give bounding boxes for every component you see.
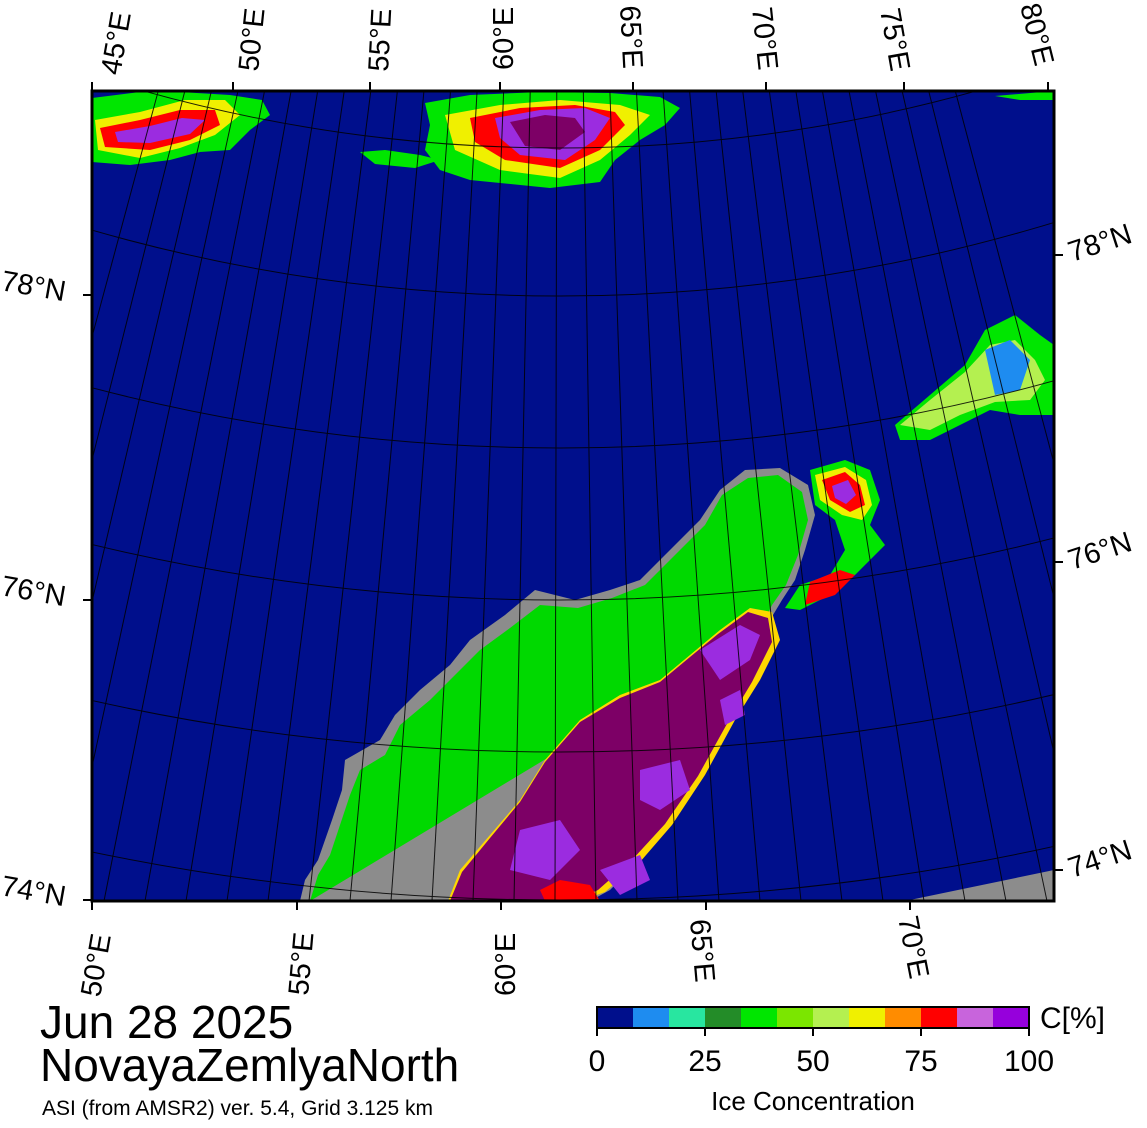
meridian-line xyxy=(513,91,531,901)
colorbar-cell xyxy=(813,1007,850,1028)
meridian-line xyxy=(267,91,372,901)
colorbar-tick-label: 75 xyxy=(904,1045,938,1078)
novaya-zemlya-island xyxy=(300,468,815,901)
meridian-line xyxy=(662,91,720,901)
meridian-line xyxy=(92,91,212,604)
meridian-line xyxy=(821,91,966,901)
meridian-line xyxy=(349,91,425,901)
colorbar xyxy=(596,1006,1030,1036)
colorbar-title: Ice Concentration xyxy=(711,1086,915,1116)
left-lat-label: 76°N xyxy=(0,570,68,613)
right-lat-label: 76°N xyxy=(1064,526,1136,576)
ice-patch-northeast xyxy=(995,91,1054,100)
colorbar-cell xyxy=(921,1007,958,1028)
colorbar-unit: C[%] xyxy=(1040,1002,1106,1035)
bottom-lon-label: 50°E xyxy=(75,931,117,999)
map-date: Jun 28 2025 xyxy=(40,996,294,1048)
colorbar-cell xyxy=(705,1007,742,1028)
ice-patch-north-central xyxy=(360,92,680,188)
colorbar-cell xyxy=(957,1007,994,1028)
frame-ticks xyxy=(83,82,1063,910)
meridian-line xyxy=(689,91,761,901)
mainland-mask xyxy=(905,870,1054,901)
meridian-line xyxy=(431,91,478,901)
parallel-line xyxy=(142,91,978,149)
meridian-line xyxy=(795,91,925,901)
map-frame xyxy=(90,89,1056,903)
top-lon-label: 70°E xyxy=(745,5,783,71)
colorbar-tick-label: 0 xyxy=(588,1045,606,1078)
colorbar-tick-label: 25 xyxy=(688,1045,722,1078)
meridian-line xyxy=(472,91,505,901)
top-lon-label: 60°E xyxy=(488,7,520,70)
map-region: NovayaZemlyaNorth xyxy=(40,1039,460,1091)
top-lon-label: 65°E xyxy=(613,5,648,70)
parallel-line xyxy=(92,693,1054,753)
colorbar-cell xyxy=(849,1007,886,1028)
meridian-line xyxy=(901,91,1054,756)
top-lon-label: 50°E xyxy=(233,7,271,73)
map-credit: ASI (from AMSR2) ver. 5.4, Grid 3.125 km xyxy=(42,1097,433,1120)
meridian-line xyxy=(768,91,884,901)
meridian-line xyxy=(848,91,1007,901)
right-lat-label: 74°N xyxy=(1064,834,1136,884)
colorbar-cell xyxy=(777,1007,814,1028)
meridian-line xyxy=(144,91,292,901)
meridian-line xyxy=(582,91,597,901)
left-lat-label: 74°N xyxy=(0,870,68,913)
parallel-line xyxy=(92,221,1054,297)
colorbar-cell xyxy=(993,1007,1030,1028)
meridian-line xyxy=(554,91,558,901)
meridian-line xyxy=(185,91,319,901)
colorbar-cell xyxy=(669,1007,706,1028)
ice-patch-east xyxy=(895,315,1054,440)
meridian-line xyxy=(609,91,638,901)
colorbar-tick-label: 50 xyxy=(796,1045,830,1078)
meridian-line xyxy=(715,91,802,901)
meridian-line xyxy=(92,91,239,770)
meridian-line xyxy=(635,91,679,901)
bottom-lon-label: 60°E xyxy=(490,933,522,996)
colorbar-tick-label: 100 xyxy=(1003,1045,1055,1078)
left-lat-label: 78°N xyxy=(0,265,68,308)
parallel-line xyxy=(92,537,1054,601)
meridian-line xyxy=(103,91,266,901)
bottom-lon-label: 70°E xyxy=(891,913,934,981)
top-lon-label: 45°E xyxy=(95,9,137,77)
bottom-lon-label: 65°E xyxy=(683,918,720,984)
top-lon-label: 55°E xyxy=(363,8,398,73)
meridian-line xyxy=(742,91,843,901)
top-lon-label: 80°E xyxy=(1013,0,1059,69)
top-lon-label: 75°E xyxy=(873,6,915,74)
colorbar-cell xyxy=(597,1007,634,1028)
right-lat-label: 78°N xyxy=(1064,218,1136,268)
parallel-line xyxy=(92,380,1054,449)
meridian-line xyxy=(226,91,345,901)
meridian-line xyxy=(308,91,398,901)
meridian-line xyxy=(875,91,1048,901)
bottom-lon-label: 55°E xyxy=(283,931,320,997)
colorbar-cell xyxy=(741,1007,778,1028)
colorbar-cell xyxy=(633,1007,670,1028)
colorbar-cell xyxy=(885,1007,922,1028)
